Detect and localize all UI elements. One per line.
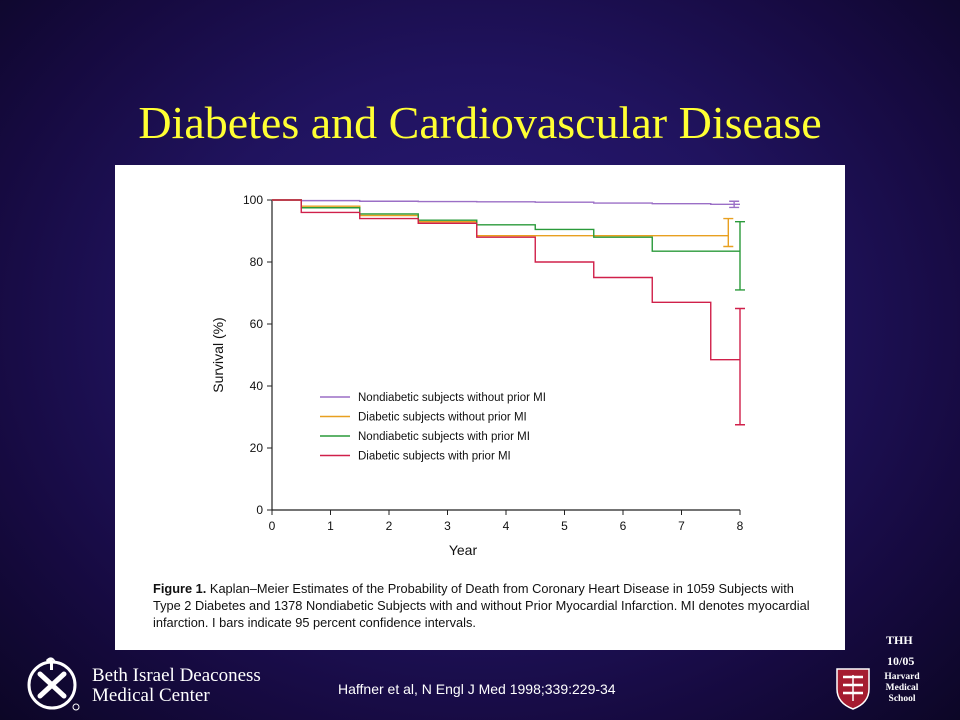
- x-tick-label: 1: [327, 519, 334, 533]
- school-name-line3: School: [888, 694, 916, 704]
- series-line-4: [272, 199, 740, 361]
- y-axis-label: Survival (%): [210, 317, 226, 392]
- legend-label-3: Nondiabetic subjects with prior MI: [358, 431, 530, 443]
- figure-caption: Figure 1. Kaplan–Meier Estimates of the …: [153, 580, 823, 631]
- citation: Haffner et al, N Engl J Med 1998;339:229…: [338, 681, 616, 697]
- y-tick-label: 80: [250, 255, 264, 269]
- series-line-3: [272, 199, 740, 252]
- institution-name: Beth Israel Deaconess Medical Center: [92, 666, 261, 706]
- legend-label-2: Diabetic subjects without prior MI: [358, 412, 527, 424]
- x-tick-label: 5: [561, 519, 568, 533]
- bidmc-logo-icon: [27, 657, 80, 711]
- author-initials: THH: [886, 633, 913, 647]
- x-tick-label: 3: [444, 519, 451, 533]
- legend-label-4: Diabetic subjects with prior MI: [358, 451, 511, 463]
- x-axis-label: Year: [449, 542, 478, 558]
- x-tick-label: 4: [503, 519, 510, 533]
- ci-bar-2: [723, 217, 734, 248]
- ci-bar-3: [735, 221, 745, 291]
- km-chart: 0 20 40 60 80 100 0 1 2 3 4 5 6 7 8 Year Survival (%) Non…: [210, 193, 745, 558]
- y-tick-label: 100: [243, 193, 263, 207]
- y-tick-label: 0: [256, 503, 263, 517]
- series-line-1: [272, 199, 740, 206]
- institution-name-line2: Medical Center: [92, 685, 210, 706]
- ci-bar-1: [729, 200, 740, 209]
- y-tick-label: 60: [250, 317, 264, 331]
- ci-bar-4: [735, 307, 745, 426]
- x-tick-label: 8: [737, 519, 744, 533]
- legend-label-1: Nondiabetic subjects without prior MI: [358, 392, 546, 404]
- x-tick-label: 2: [386, 519, 393, 533]
- harvard-shield-icon: [836, 668, 870, 710]
- school-name: Harvard Medical School: [872, 672, 932, 705]
- institution-name-line1: Beth Israel Deaconess: [92, 665, 261, 686]
- slide-title: Diabetes and Cardiovascular Disease: [138, 97, 822, 148]
- y-tick-label: 20: [250, 441, 264, 455]
- y-tick-label: 40: [250, 379, 264, 393]
- caption-text: Kaplan–Meier Estimates of the Probabilit…: [153, 581, 810, 630]
- school-name-line1: Harvard: [884, 672, 920, 682]
- x-tick-label: 6: [620, 519, 627, 533]
- figure-panel: 0 20 40 60 80 100 0 1 2 3 4 5 6 7 8 Year Survival (%) Non…: [115, 165, 845, 650]
- x-tick-label: 0: [269, 519, 276, 533]
- slide-date: 10/05: [887, 654, 915, 668]
- series-line-2: [272, 199, 729, 237]
- school-name-line2: Medical: [885, 683, 919, 693]
- x-tick-label: 7: [678, 519, 685, 533]
- caption-label: Figure 1.: [153, 581, 207, 596]
